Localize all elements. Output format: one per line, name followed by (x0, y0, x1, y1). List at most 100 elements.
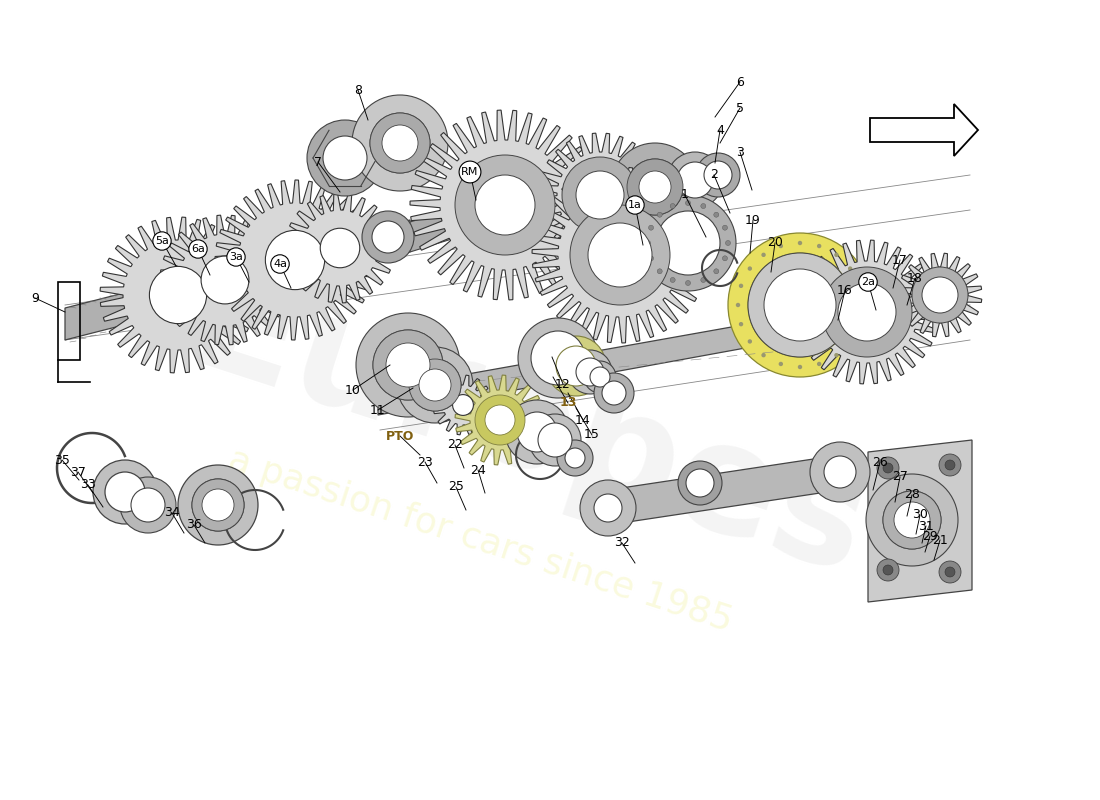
Text: 23: 23 (417, 455, 433, 469)
Text: 15: 15 (584, 429, 600, 442)
Circle shape (739, 284, 744, 288)
Circle shape (590, 367, 610, 387)
Circle shape (701, 278, 706, 282)
Circle shape (686, 469, 714, 497)
Text: 30: 30 (912, 509, 928, 522)
Circle shape (178, 465, 258, 545)
Text: 6: 6 (736, 75, 744, 89)
Circle shape (779, 362, 783, 366)
Circle shape (485, 405, 515, 435)
Circle shape (764, 269, 836, 341)
Circle shape (556, 346, 596, 386)
Circle shape (838, 283, 896, 341)
Polygon shape (378, 305, 855, 415)
Circle shape (945, 567, 955, 577)
Circle shape (610, 143, 698, 231)
Circle shape (834, 253, 838, 257)
Circle shape (696, 153, 740, 197)
Circle shape (320, 228, 360, 268)
Polygon shape (608, 455, 840, 525)
Circle shape (883, 491, 940, 549)
Circle shape (307, 120, 383, 196)
Text: 13: 13 (559, 397, 576, 410)
Polygon shape (868, 440, 972, 602)
Circle shape (761, 253, 766, 257)
Circle shape (723, 256, 727, 261)
Text: 34: 34 (164, 506, 180, 519)
Circle shape (409, 359, 461, 411)
Text: 16: 16 (837, 283, 852, 297)
Text: 28: 28 (904, 489, 920, 502)
Circle shape (739, 322, 744, 326)
Circle shape (678, 461, 722, 505)
Circle shape (883, 463, 893, 473)
Circle shape (627, 159, 683, 215)
Circle shape (201, 256, 249, 304)
Text: 24: 24 (470, 463, 486, 477)
Circle shape (104, 472, 145, 512)
Circle shape (834, 353, 838, 358)
Text: RM: RM (461, 167, 478, 177)
Text: 1: 1 (681, 189, 689, 202)
Circle shape (382, 125, 418, 161)
Circle shape (676, 162, 713, 198)
Circle shape (817, 362, 822, 366)
Text: 37: 37 (70, 466, 86, 478)
Text: 29: 29 (922, 530, 938, 542)
Circle shape (397, 347, 473, 423)
Polygon shape (285, 193, 395, 303)
Circle shape (362, 211, 414, 263)
Circle shape (860, 302, 865, 307)
Circle shape (475, 175, 535, 235)
Circle shape (587, 222, 652, 287)
Text: 9: 9 (31, 291, 38, 305)
Circle shape (761, 353, 766, 358)
Circle shape (578, 173, 623, 218)
Circle shape (670, 203, 675, 209)
Circle shape (531, 331, 585, 385)
Circle shape (546, 336, 606, 396)
Text: 33: 33 (80, 478, 96, 491)
Circle shape (639, 171, 671, 203)
Circle shape (798, 365, 802, 370)
Circle shape (848, 339, 852, 344)
Text: 7: 7 (314, 155, 322, 169)
Circle shape (912, 267, 968, 323)
Circle shape (685, 201, 691, 206)
Text: 5a: 5a (155, 236, 169, 246)
Text: 26: 26 (872, 455, 888, 469)
Circle shape (939, 561, 961, 583)
Text: 6a: 6a (191, 244, 205, 254)
Circle shape (370, 113, 430, 173)
Circle shape (657, 212, 662, 218)
Circle shape (131, 488, 165, 522)
Circle shape (202, 489, 234, 521)
Circle shape (529, 414, 581, 466)
Circle shape (736, 302, 740, 307)
Circle shape (94, 460, 157, 524)
Circle shape (386, 343, 430, 387)
Circle shape (518, 318, 598, 398)
Circle shape (646, 241, 650, 246)
Circle shape (824, 456, 856, 488)
Circle shape (649, 256, 653, 261)
Circle shape (925, 281, 955, 310)
Circle shape (877, 559, 899, 581)
Text: 4: 4 (716, 123, 724, 137)
Text: 1a: 1a (628, 200, 642, 210)
Circle shape (370, 113, 430, 173)
Circle shape (484, 404, 516, 435)
Circle shape (748, 266, 752, 270)
Polygon shape (870, 104, 978, 156)
Circle shape (822, 267, 912, 357)
Text: 12: 12 (556, 378, 571, 390)
Circle shape (685, 281, 691, 286)
Circle shape (640, 195, 736, 291)
Circle shape (649, 225, 653, 230)
Circle shape (817, 244, 822, 248)
Text: 10: 10 (345, 383, 361, 397)
Circle shape (883, 565, 893, 575)
Circle shape (726, 241, 730, 246)
Circle shape (798, 241, 802, 245)
Text: Europes: Europes (175, 251, 884, 609)
